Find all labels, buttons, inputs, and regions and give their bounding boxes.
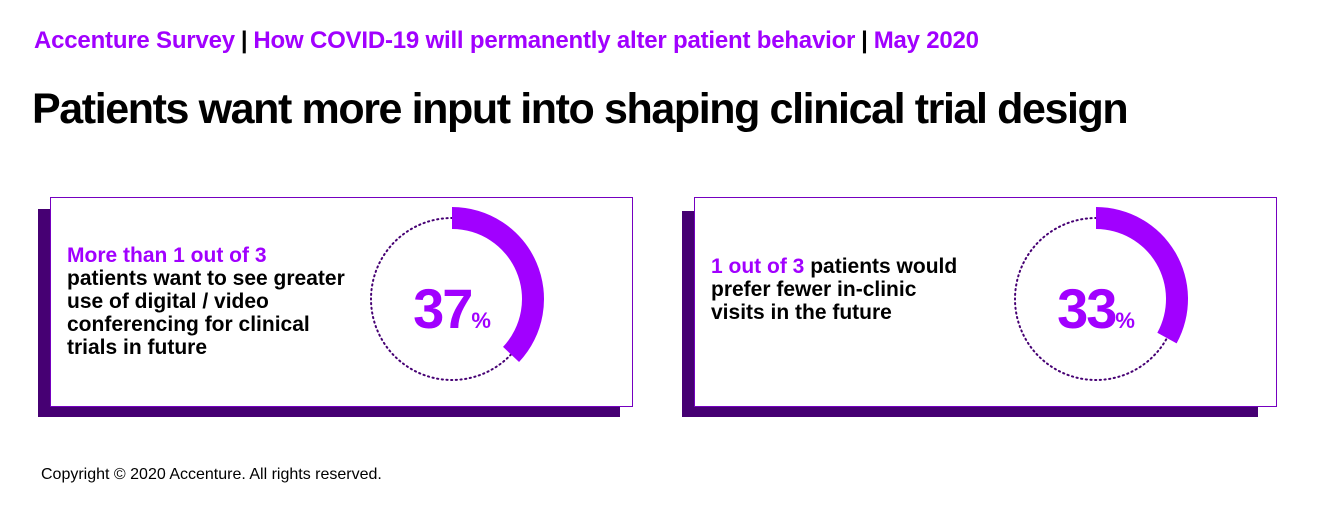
page-title: Patients want more input into shaping cl…: [32, 85, 1129, 133]
donut-value-arc: [452, 207, 544, 362]
copyright-footer: Copyright © 2020 Accenture. All rights r…: [41, 466, 382, 483]
header-source: Accenture Survey: [34, 27, 235, 54]
percent-label: 37%: [366, 276, 538, 341]
donut-chart: [370, 207, 544, 381]
percent-value: 33: [1057, 277, 1117, 340]
percent-unit: %: [1115, 308, 1135, 333]
percent-unit: %: [471, 308, 491, 333]
card-description: 1 out of 3 patients would prefer fewer i…: [711, 255, 973, 324]
percent-value: 37: [413, 277, 473, 340]
percent-label: 33%: [1010, 276, 1182, 341]
card-body-text: patients would prefer fewer in-clinic vi…: [711, 255, 958, 324]
donut-chart: [1014, 207, 1188, 381]
header-date: May 2020: [873, 27, 979, 54]
header-separator: |: [240, 27, 248, 54]
donut-value-arc: [1096, 207, 1188, 344]
survey-header: Accenture Survey | How COVID-19 will perma…: [34, 27, 979, 55]
card-description: More than 1 out of 3 patients want to se…: [67, 244, 347, 359]
header-topic: How COVID-19 will permanently alter pati…: [253, 27, 856, 54]
header-separator: |: [861, 27, 868, 54]
card-body-text: patients want to see greater use of digi…: [67, 267, 345, 359]
card-highlight: 1 out of 3: [711, 255, 805, 278]
card-highlight: More than 1 out of 3: [67, 244, 267, 267]
